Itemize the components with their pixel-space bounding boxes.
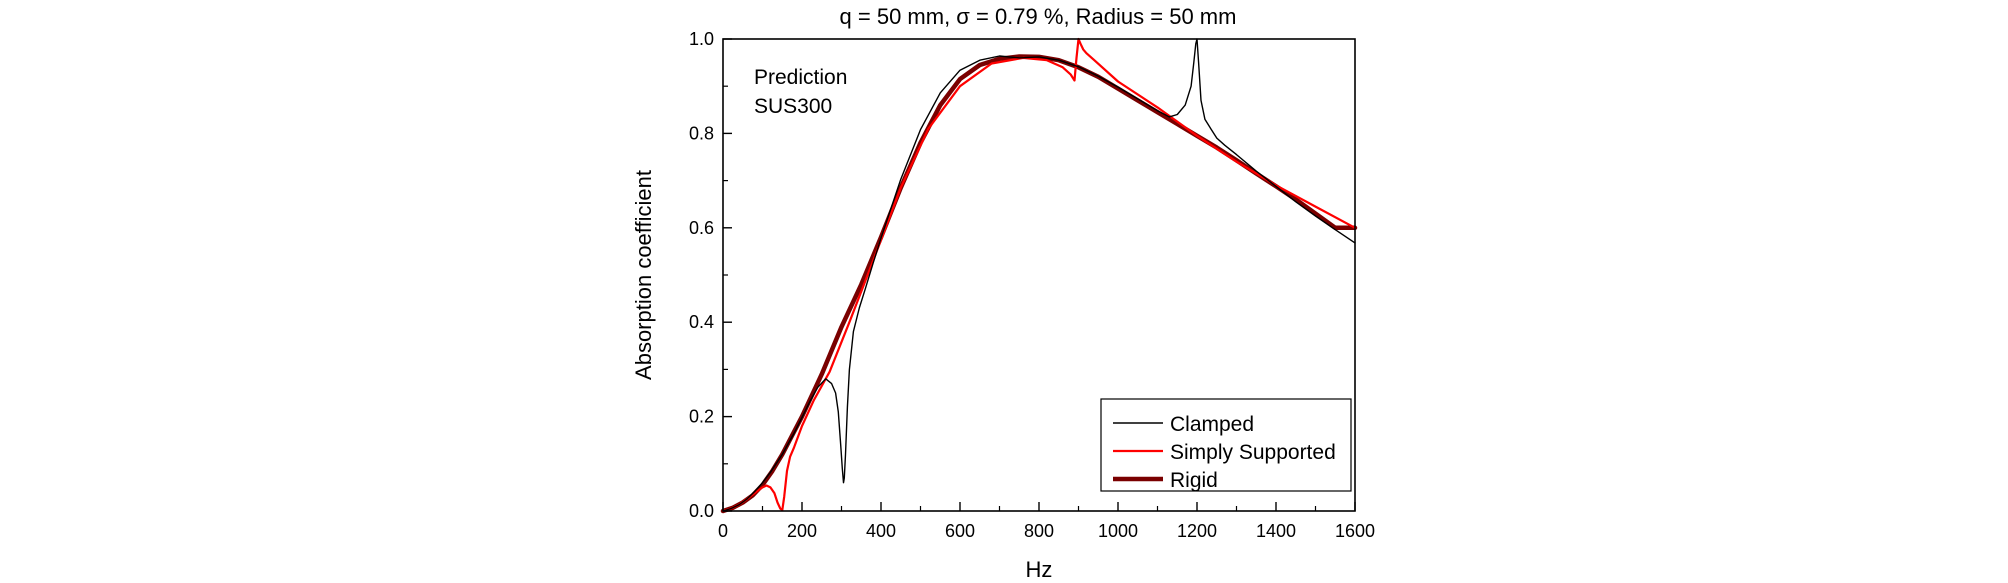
y-tick-label: 0.8 — [689, 123, 714, 143]
chart-title: q = 50 mm, σ = 0.79 %, Radius = 50 mm — [840, 4, 1237, 29]
x-tick-label: 200 — [787, 521, 817, 541]
x-tick-label: 800 — [1024, 521, 1054, 541]
legend-box — [1100, 398, 1352, 492]
legend-label-simply-supported: Simply Supported — [1170, 441, 1336, 464]
x-tick-label: 0 — [718, 521, 728, 541]
x-tick-label: 1600 — [1335, 521, 1375, 541]
legend-label-rigid: Rigid — [1170, 469, 1218, 492]
x-tick-label: 400 — [866, 521, 896, 541]
x-tick-label: 1400 — [1256, 521, 1296, 541]
y-tick-label: 0.4 — [689, 312, 714, 332]
plot-lines — [720, 37, 1358, 514]
series-line-clamped — [722, 38, 1356, 512]
legend: Clamped Simply Supported Rigid — [1100, 398, 1352, 492]
annotation-sus300: SUS300 — [754, 95, 832, 118]
y-axis-label: Absorption coefficient — [631, 170, 656, 380]
x-tick-label: 600 — [945, 521, 975, 541]
x-tick-label: 1000 — [1098, 521, 1138, 541]
y-tick-label: 1.0 — [689, 29, 714, 49]
x-axis-label: Hz — [1026, 557, 1053, 582]
y-tick-label: 0.2 — [689, 407, 714, 427]
series-line-simply-supported — [721, 37, 1357, 513]
y-tick-label: 0.6 — [689, 218, 714, 238]
legend-label-clamped: Clamped — [1170, 413, 1254, 436]
x-axis: 0 200 400 600 800 1000 1200 1400 1600 — [718, 502, 1375, 541]
y-axis: 0.0 0.2 0.4 0.6 0.8 1.0 — [689, 29, 732, 521]
annotation-prediction: Prediction — [754, 66, 847, 89]
x-tick-label: 1200 — [1177, 521, 1217, 541]
y-tick-label: 0.0 — [689, 501, 714, 521]
